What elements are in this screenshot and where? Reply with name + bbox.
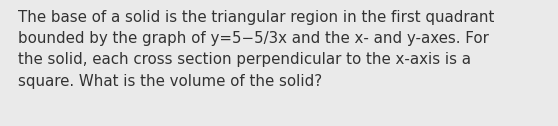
Text: The base of a solid is the triangular region in the first quadrant
bounded by th: The base of a solid is the triangular re…	[18, 10, 494, 89]
